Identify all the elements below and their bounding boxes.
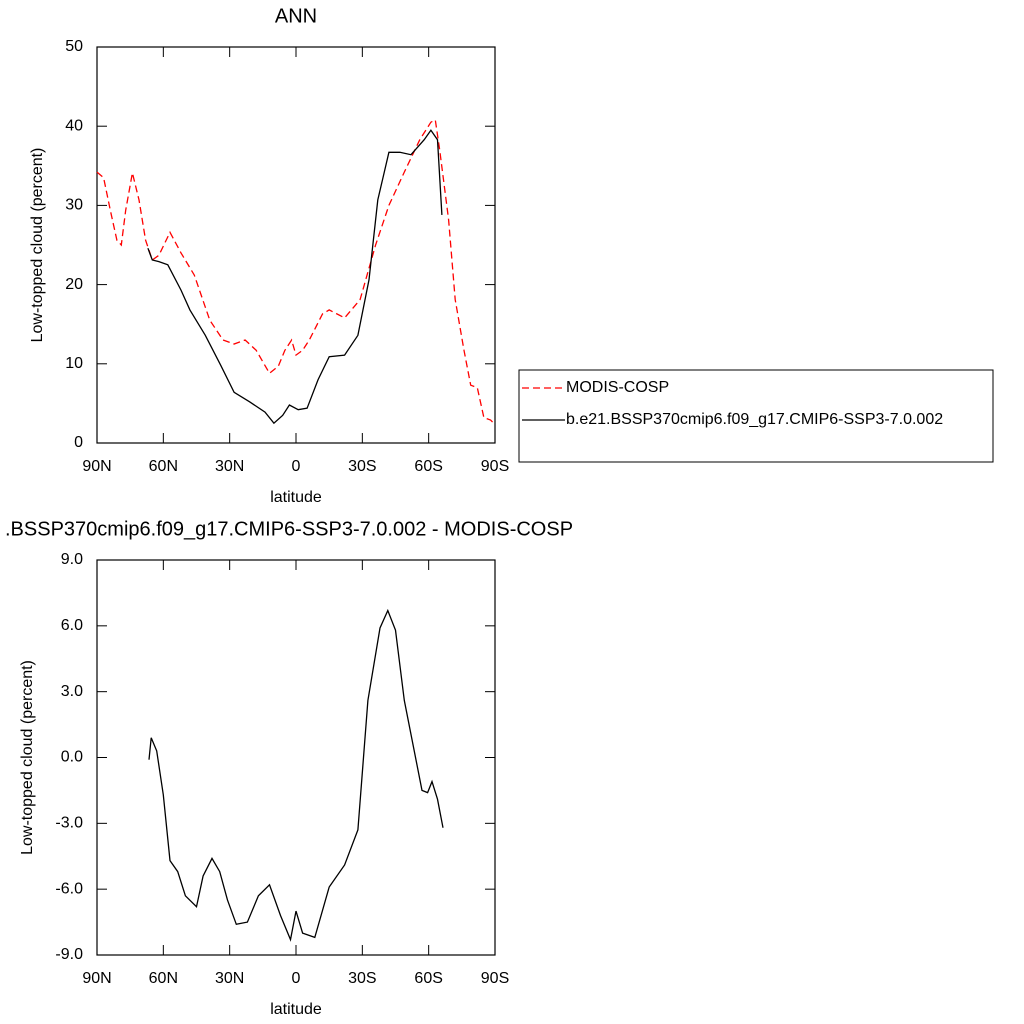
y-tick-label: 30: [65, 197, 83, 214]
x-tick-label: 90S: [481, 970, 509, 987]
y-tick-label: 6.0: [61, 617, 83, 634]
x-tick-label: 30S: [348, 970, 376, 987]
x-tick-label: 60N: [149, 458, 178, 475]
chart-title: ANN: [275, 5, 317, 27]
x-tick-label: 30N: [215, 458, 244, 475]
y-tick-label: 40: [65, 117, 83, 134]
legend-label: MODIS-COSP: [566, 379, 669, 396]
data-line: [148, 608, 444, 942]
x-tick-label: 90S: [481, 458, 509, 475]
y-tick-label: -3.0: [55, 815, 83, 832]
legend-label: b.e21.BSSP370cmip6.f09_g17.CMIP6-SSP3-7.…: [566, 411, 943, 428]
legend-box: [518, 369, 994, 463]
x-tick-label: 30N: [215, 970, 244, 987]
x-tick-label: 60S: [414, 970, 442, 987]
plot-frame: [96, 46, 496, 444]
x-tick-label: 30S: [348, 458, 376, 475]
plot-frame: [96, 559, 496, 956]
x-tick-label: 60S: [414, 458, 442, 475]
y-tick-label: -9.0: [55, 946, 83, 963]
x-tick-label: 0: [292, 970, 301, 987]
y-axis-label: Low-topped cloud (percent): [29, 148, 46, 343]
y-axis-label: Low-topped cloud (percent): [19, 660, 36, 855]
data-line: [96, 118, 496, 426]
y-tick-label: 10: [65, 355, 83, 372]
y-tick-label: 20: [65, 276, 83, 293]
x-tick-label: 90N: [82, 458, 111, 475]
chart-title: .BSSP370cmip6.f09_g17.CMIP6-SSP3-7.0.002…: [5, 518, 573, 540]
y-tick-label: 9.0: [61, 551, 83, 568]
y-tick-label: -6.0: [55, 880, 83, 897]
y-tick-label: 3.0: [61, 683, 83, 700]
y-tick-label: 50: [65, 38, 83, 55]
y-tick-label: 0: [74, 434, 83, 451]
y-tick-label: 0.0: [61, 749, 83, 766]
x-tick-label: 60N: [149, 970, 178, 987]
x-axis-label: latitude: [270, 1001, 322, 1018]
x-tick-label: 90N: [82, 970, 111, 987]
x-axis-label: latitude: [270, 489, 322, 506]
x-tick-label: 0: [292, 458, 301, 475]
data-line: [147, 129, 443, 425]
